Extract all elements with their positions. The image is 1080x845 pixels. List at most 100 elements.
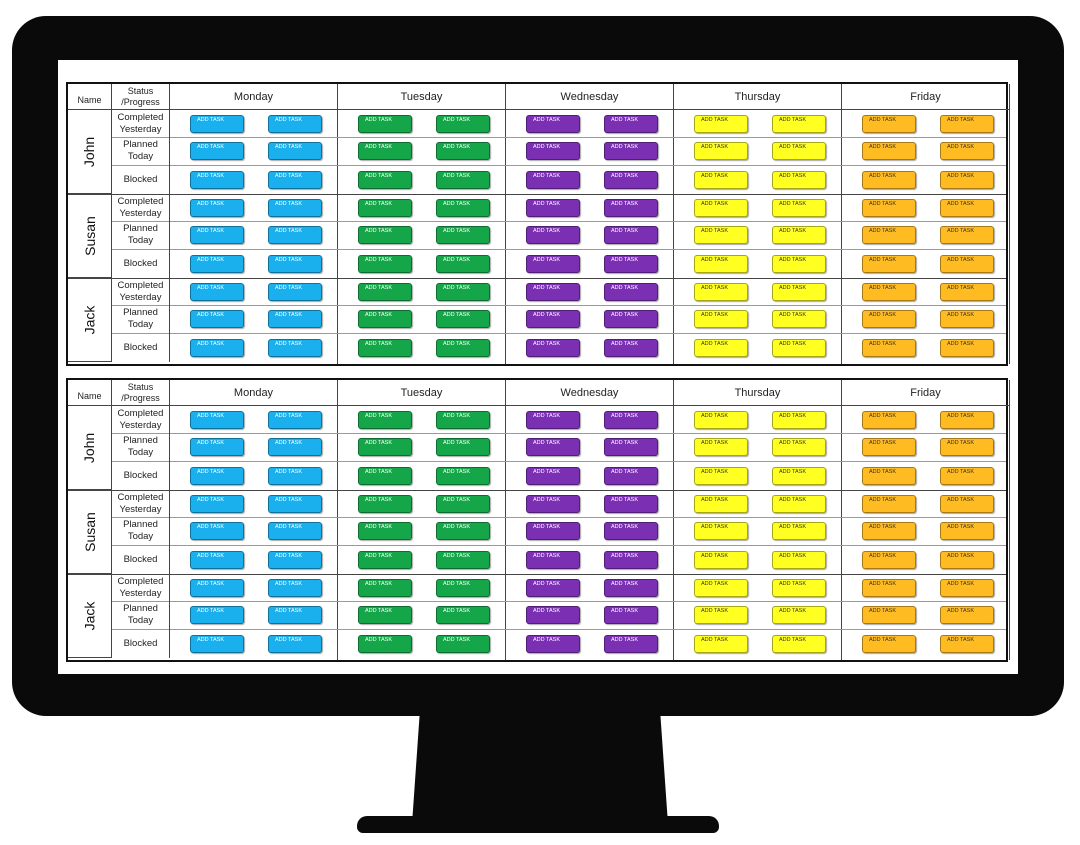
add-task-button[interactable]: ADD TASK	[772, 606, 826, 624]
add-task-button[interactable]: ADD TASK	[526, 255, 580, 273]
add-task-button[interactable]: ADD TASK	[940, 635, 994, 653]
add-task-button[interactable]: ADD TASK	[526, 171, 580, 189]
add-task-button[interactable]: ADD TASK	[862, 606, 916, 624]
add-task-button[interactable]: ADD TASK	[268, 310, 322, 328]
add-task-button[interactable]: ADD TASK	[604, 467, 658, 485]
add-task-button[interactable]: ADD TASK	[772, 339, 826, 357]
add-task-button[interactable]: ADD TASK	[694, 411, 748, 429]
add-task-button[interactable]: ADD TASK	[772, 199, 826, 217]
add-task-button[interactable]: ADD TASK	[694, 226, 748, 244]
add-task-button[interactable]: ADD TASK	[190, 310, 244, 328]
add-task-button[interactable]: ADD TASK	[190, 226, 244, 244]
add-task-button[interactable]: ADD TASK	[526, 339, 580, 357]
add-task-button[interactable]: ADD TASK	[940, 339, 994, 357]
add-task-button[interactable]: ADD TASK	[694, 522, 748, 540]
add-task-button[interactable]: ADD TASK	[190, 142, 244, 160]
add-task-button[interactable]: ADD TASK	[268, 495, 322, 513]
add-task-button[interactable]: ADD TASK	[436, 522, 490, 540]
add-task-button[interactable]: ADD TASK	[526, 142, 580, 160]
add-task-button[interactable]: ADD TASK	[940, 606, 994, 624]
add-task-button[interactable]: ADD TASK	[358, 115, 412, 133]
add-task-button[interactable]: ADD TASK	[268, 438, 322, 456]
add-task-button[interactable]: ADD TASK	[940, 551, 994, 569]
add-task-button[interactable]: ADD TASK	[190, 171, 244, 189]
add-task-button[interactable]: ADD TASK	[268, 339, 322, 357]
add-task-button[interactable]: ADD TASK	[862, 310, 916, 328]
add-task-button[interactable]: ADD TASK	[940, 283, 994, 301]
add-task-button[interactable]: ADD TASK	[604, 339, 658, 357]
add-task-button[interactable]: ADD TASK	[268, 255, 322, 273]
add-task-button[interactable]: ADD TASK	[190, 606, 244, 624]
add-task-button[interactable]: ADD TASK	[862, 411, 916, 429]
add-task-button[interactable]: ADD TASK	[940, 199, 994, 217]
add-task-button[interactable]: ADD TASK	[268, 115, 322, 133]
add-task-button[interactable]: ADD TASK	[940, 495, 994, 513]
add-task-button[interactable]: ADD TASK	[268, 579, 322, 597]
add-task-button[interactable]: ADD TASK	[190, 438, 244, 456]
add-task-button[interactable]: ADD TASK	[940, 522, 994, 540]
add-task-button[interactable]: ADD TASK	[604, 411, 658, 429]
add-task-button[interactable]: ADD TASK	[940, 255, 994, 273]
add-task-button[interactable]: ADD TASK	[526, 467, 580, 485]
add-task-button[interactable]: ADD TASK	[862, 171, 916, 189]
add-task-button[interactable]: ADD TASK	[358, 495, 412, 513]
add-task-button[interactable]: ADD TASK	[694, 467, 748, 485]
add-task-button[interactable]: ADD TASK	[268, 551, 322, 569]
add-task-button[interactable]: ADD TASK	[940, 438, 994, 456]
add-task-button[interactable]: ADD TASK	[358, 467, 412, 485]
add-task-button[interactable]: ADD TASK	[940, 171, 994, 189]
add-task-button[interactable]: ADD TASK	[436, 115, 490, 133]
add-task-button[interactable]: ADD TASK	[268, 411, 322, 429]
add-task-button[interactable]: ADD TASK	[772, 551, 826, 569]
add-task-button[interactable]: ADD TASK	[604, 522, 658, 540]
add-task-button[interactable]: ADD TASK	[862, 635, 916, 653]
add-task-button[interactable]: ADD TASK	[862, 255, 916, 273]
add-task-button[interactable]: ADD TASK	[862, 142, 916, 160]
add-task-button[interactable]: ADD TASK	[694, 339, 748, 357]
add-task-button[interactable]: ADD TASK	[694, 606, 748, 624]
add-task-button[interactable]: ADD TASK	[436, 438, 490, 456]
add-task-button[interactable]: ADD TASK	[358, 579, 412, 597]
add-task-button[interactable]: ADD TASK	[436, 283, 490, 301]
add-task-button[interactable]: ADD TASK	[940, 411, 994, 429]
add-task-button[interactable]: ADD TASK	[268, 199, 322, 217]
add-task-button[interactable]: ADD TASK	[526, 283, 580, 301]
add-task-button[interactable]: ADD TASK	[604, 115, 658, 133]
add-task-button[interactable]: ADD TASK	[190, 495, 244, 513]
add-task-button[interactable]: ADD TASK	[862, 522, 916, 540]
add-task-button[interactable]: ADD TASK	[694, 199, 748, 217]
add-task-button[interactable]: ADD TASK	[772, 226, 826, 244]
add-task-button[interactable]: ADD TASK	[862, 226, 916, 244]
add-task-button[interactable]: ADD TASK	[940, 467, 994, 485]
add-task-button[interactable]: ADD TASK	[604, 142, 658, 160]
add-task-button[interactable]: ADD TASK	[190, 551, 244, 569]
add-task-button[interactable]: ADD TASK	[604, 199, 658, 217]
add-task-button[interactable]: ADD TASK	[694, 142, 748, 160]
add-task-button[interactable]: ADD TASK	[862, 551, 916, 569]
add-task-button[interactable]: ADD TASK	[772, 579, 826, 597]
add-task-button[interactable]: ADD TASK	[358, 438, 412, 456]
add-task-button[interactable]: ADD TASK	[772, 283, 826, 301]
add-task-button[interactable]: ADD TASK	[526, 115, 580, 133]
add-task-button[interactable]: ADD TASK	[862, 283, 916, 301]
add-task-button[interactable]: ADD TASK	[358, 310, 412, 328]
add-task-button[interactable]: ADD TASK	[358, 255, 412, 273]
add-task-button[interactable]: ADD TASK	[772, 115, 826, 133]
add-task-button[interactable]: ADD TASK	[694, 495, 748, 513]
add-task-button[interactable]: ADD TASK	[862, 199, 916, 217]
add-task-button[interactable]: ADD TASK	[694, 171, 748, 189]
add-task-button[interactable]: ADD TASK	[268, 606, 322, 624]
add-task-button[interactable]: ADD TASK	[190, 115, 244, 133]
add-task-button[interactable]: ADD TASK	[358, 522, 412, 540]
add-task-button[interactable]: ADD TASK	[772, 142, 826, 160]
add-task-button[interactable]: ADD TASK	[940, 579, 994, 597]
add-task-button[interactable]: ADD TASK	[694, 115, 748, 133]
add-task-button[interactable]: ADD TASK	[436, 310, 490, 328]
add-task-button[interactable]: ADD TASK	[604, 255, 658, 273]
add-task-button[interactable]: ADD TASK	[358, 339, 412, 357]
add-task-button[interactable]: ADD TASK	[190, 411, 244, 429]
add-task-button[interactable]: ADD TASK	[940, 310, 994, 328]
add-task-button[interactable]: ADD TASK	[190, 467, 244, 485]
add-task-button[interactable]: ADD TASK	[772, 411, 826, 429]
add-task-button[interactable]: ADD TASK	[190, 339, 244, 357]
